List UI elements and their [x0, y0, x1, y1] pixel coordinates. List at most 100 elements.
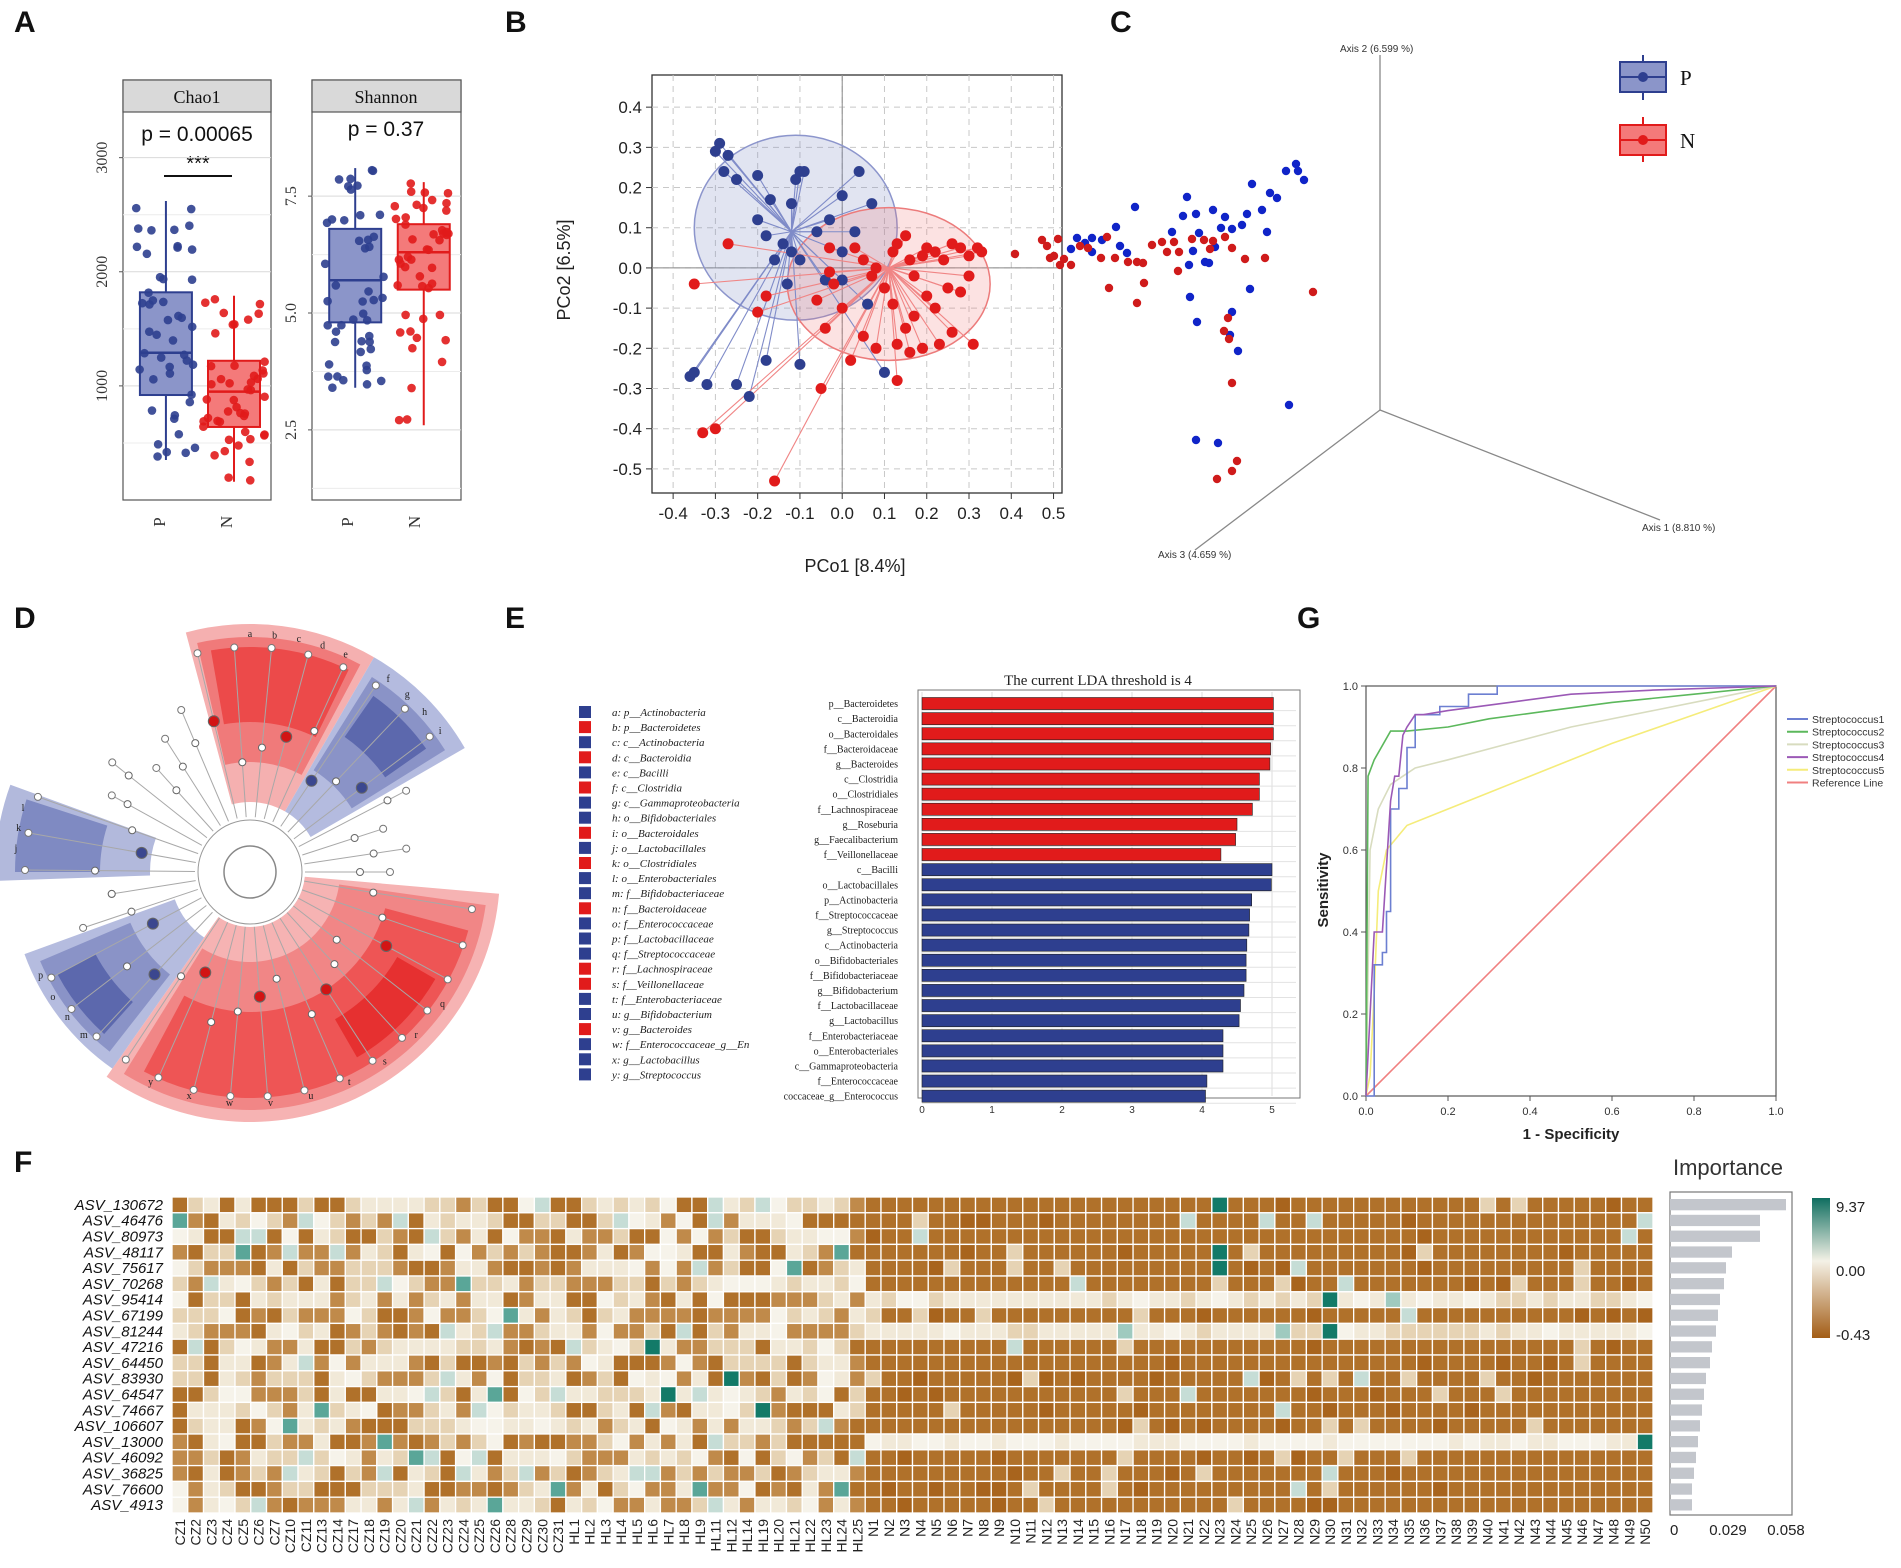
heatmap-cell-10-54: [1022, 1354, 1040, 1372]
heatmap-cell-4-63: [1163, 1259, 1181, 1277]
3d-point-N-30: [1139, 278, 1149, 288]
pcoa-point-N-38: [815, 383, 827, 394]
heatmap-cell-11-26: [580, 1370, 599, 1388]
heatmap-cell-1-61: [1132, 1212, 1150, 1230]
heatmap-col-label-54: N11: [1023, 1519, 1039, 1544]
lefse-legend-swatch-11: [579, 872, 591, 885]
heatmap-cell-16-21: [502, 1449, 520, 1467]
heatmap-cell-14-13: [376, 1417, 394, 1435]
heatmap-cell-18-62: [1148, 1480, 1166, 1498]
heatmap-cell-0-76: [1368, 1196, 1386, 1214]
heatmap-col-label-75: N32: [1354, 1519, 1370, 1545]
heatmap-cell-18-28: [612, 1480, 630, 1498]
heatmap-col-label-60: N17: [1117, 1519, 1133, 1545]
heatmap-cell-18-93: [1636, 1480, 1654, 1498]
heatmap-cell-7-54: [1022, 1306, 1040, 1325]
heatmap-cell-3-21: [502, 1243, 520, 1261]
heatmap-cell-13-81: [1447, 1401, 1465, 1419]
heatmap-cell-0-4: [234, 1196, 252, 1214]
heatmap-cell-7-24: [549, 1306, 567, 1325]
point-0-N-45: [259, 431, 269, 440]
heatmap-cell-7-7: [281, 1306, 299, 1325]
heatmap-cell-1-25: [565, 1212, 583, 1230]
heatmap-cell-0-25: [565, 1196, 583, 1214]
heatmap-cell-12-28: [612, 1385, 630, 1404]
heatmap-cell-7-56: [1053, 1306, 1071, 1325]
heatmap-cell-12-47: [911, 1385, 929, 1404]
point-0-N-28: [260, 392, 269, 402]
heatmap-cell-1-10: [328, 1212, 346, 1230]
inner-node-13: [177, 972, 186, 981]
heatmap-cell-0-84: [1494, 1196, 1512, 1214]
heatmap-cell-15-8: [297, 1433, 315, 1451]
heatmap-cell-17-81: [1447, 1464, 1465, 1483]
heatmap-cell-12-72: [1305, 1385, 1323, 1404]
heatmap-cell-2-58: [1085, 1227, 1103, 1246]
point-1-P-24: [358, 297, 367, 306]
heatmap-cell-5-91: [1605, 1275, 1623, 1293]
heatmap-cell-11-15: [407, 1370, 425, 1388]
heatmap-cell-10-32: [675, 1354, 693, 1372]
heatmap-cell-14-47: [911, 1417, 929, 1435]
heatmap-cell-1-78: [1400, 1212, 1418, 1230]
heatmap-cell-16-80: [1431, 1449, 1449, 1467]
heatmap-cell-8-52: [990, 1322, 1008, 1340]
heatmap-cell-3-33: [691, 1243, 709, 1261]
heatmap-cell-6-92: [1620, 1291, 1638, 1309]
3d-point-N-23: [1205, 244, 1215, 254]
heatmap-cell-14-78: [1400, 1417, 1418, 1435]
heatmap-col-label-30: HL6: [645, 1519, 661, 1545]
heatmap-cell-8-87: [1542, 1322, 1560, 1340]
heatmap-cell-9-4: [234, 1338, 252, 1356]
heatmap-cell-15-64: [1179, 1433, 1197, 1451]
heatmap-cell-17-42: [833, 1464, 851, 1483]
heatmap-cell-13-83: [1479, 1401, 1497, 1419]
panel-b-pcoa: -0.4 -0.3 -0.2 -0.1 0.0 0.1 0.2 0.3 0.4 0.50.40.3…: [554, 74, 1065, 576]
heatmap-cell-11-3: [218, 1370, 236, 1388]
heatmap-cell-13-16: [423, 1401, 441, 1419]
heatmap-col-label-51: N8: [975, 1519, 991, 1537]
point-1-P-5: [369, 232, 379, 242]
pcoa-spoke-P-11: [757, 219, 792, 233]
lefse-legend-swatch-19: [579, 992, 591, 1005]
heatmap-cell-1-23: [533, 1212, 551, 1230]
pcoa-point-N-40: [891, 374, 903, 386]
heatmap-cell-16-91: [1605, 1449, 1623, 1467]
heatmap-cell-17-65: [1195, 1464, 1213, 1483]
heatmap-cell-10-56: [1053, 1354, 1071, 1372]
heatmap-cell-1-75: [1352, 1212, 1371, 1230]
3d-point-P-4: [1265, 188, 1275, 198]
heatmap-cell-19-47: [911, 1496, 929, 1514]
heatmap-cell-7-17: [439, 1306, 457, 1325]
heatmap-cell-0-0: [171, 1196, 189, 1214]
heatmap-cell-19-91: [1605, 1496, 1623, 1514]
heatmap-cell-14-24: [549, 1417, 567, 1435]
heatmap-cell-19-7: [281, 1496, 299, 1514]
heatmap-cell-11-38: [770, 1370, 788, 1388]
point-0-N-1: [200, 298, 210, 307]
heatmap-cell-13-5: [250, 1401, 268, 1419]
heatmap-cell-7-31: [659, 1306, 677, 1325]
heatmap-cell-4-46: [896, 1259, 914, 1277]
heatmap-cell-3-77: [1384, 1243, 1402, 1261]
leaf-node-9: [263, 1092, 272, 1101]
heatmap-cell-11-69: [1258, 1370, 1276, 1388]
heatmap-cell-17-29: [628, 1464, 646, 1483]
3d-points: [1010, 159, 1318, 484]
point-0-P-32: [185, 397, 195, 407]
heatmap-cell-13-78: [1400, 1401, 1418, 1419]
heatmap-cell-11-60: [1116, 1370, 1134, 1388]
heatmap-cell-15-15: [407, 1433, 425, 1451]
importance-bar-3: [1670, 1246, 1732, 1258]
heatmap-cell-8-16: [423, 1322, 441, 1340]
lefse-bar-label-24: c__Gammaproteobacteria: [795, 1062, 899, 1073]
cladogram-letter-s: s: [383, 1057, 387, 1068]
heatmap-cell-4-70: [1274, 1259, 1292, 1277]
pcoa-point-P-28: [701, 378, 713, 390]
heatmap-cell-4-27: [596, 1259, 614, 1277]
heatmap-cell-15-45: [880, 1433, 898, 1451]
heatmap-cell-7-36: [738, 1306, 756, 1325]
heatmap-cell-17-35: [722, 1464, 740, 1483]
heatmap-cell-6-72: [1305, 1291, 1323, 1309]
